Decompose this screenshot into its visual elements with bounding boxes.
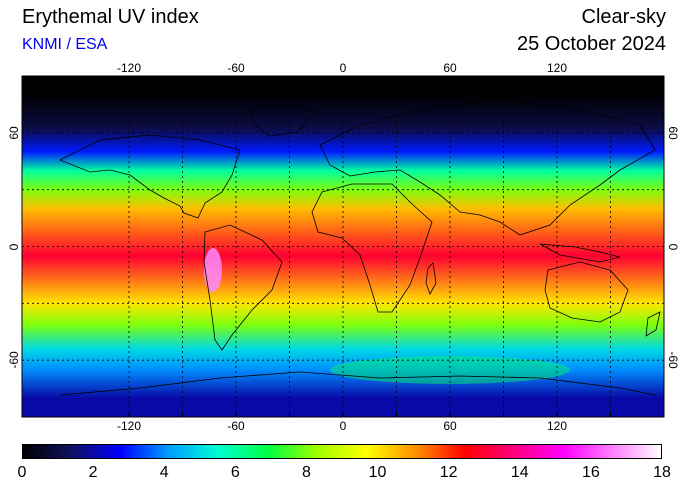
lon-label-bottom: -60	[227, 419, 245, 433]
new-zealand-coast	[645, 311, 661, 337]
eurasia-coast	[319, 99, 656, 236]
colorbar-tick-label: 8	[301, 464, 311, 481]
africa-coast	[311, 183, 433, 313]
map-title: Erythemal UV index	[22, 6, 199, 28]
antarctica-coast	[59, 371, 656, 396]
colorbar-tick-label: 14	[510, 464, 529, 481]
map-date: 25 October 2024	[517, 33, 666, 55]
colorbar-tick-label: 4	[159, 464, 169, 481]
lon-label-top: 120	[546, 61, 568, 75]
colorbar-tick-label: 6	[230, 464, 240, 481]
lon-label-bottom: -120	[116, 419, 142, 433]
lon-label-top: 60	[443, 61, 457, 75]
graticule	[22, 76, 664, 417]
lon-label-top: 0	[339, 61, 347, 75]
lat-label-left: 60	[7, 126, 21, 140]
north-america-coast	[59, 134, 241, 219]
lon-label-top: -60	[227, 61, 245, 75]
lon-label-bottom: 120	[546, 419, 568, 433]
lon-label-bottom: 60	[443, 419, 457, 433]
lon-label-top: -120	[116, 61, 142, 75]
colorbar-tick-label: 2	[88, 464, 98, 481]
graticule-ticks	[128, 76, 611, 417]
colorbar-tick-label: 12	[439, 464, 458, 481]
coastlines	[59, 99, 661, 396]
australia-coast	[544, 261, 629, 323]
lat-label-left: 0	[7, 243, 21, 250]
sky-condition: Clear-sky	[581, 6, 666, 28]
lon-label-bottom: 0	[339, 419, 347, 433]
greenland-coast	[249, 103, 316, 137]
colorbar-tick-label: 0	[17, 464, 27, 481]
colorbar-fill	[22, 444, 662, 459]
lat-label-right: -60	[666, 351, 680, 369]
colorbar-frame	[22, 444, 662, 459]
south-america-coast	[203, 224, 283, 351]
andes-uv-hotspot	[204, 248, 222, 292]
colorbar-tick-label: 18	[653, 464, 671, 481]
colorbar-tick-label: 16	[581, 464, 600, 481]
madagascar-coast	[425, 262, 437, 295]
credit-link[interactable]: KNMI / ESA	[22, 36, 108, 53]
colorbar-tick-label: 10	[368, 464, 387, 481]
indonesia-coast	[539, 243, 621, 263]
lat-label-right: 0	[666, 243, 680, 250]
lat-label-right: 60	[666, 126, 680, 140]
lat-label-left: -60	[7, 351, 21, 369]
